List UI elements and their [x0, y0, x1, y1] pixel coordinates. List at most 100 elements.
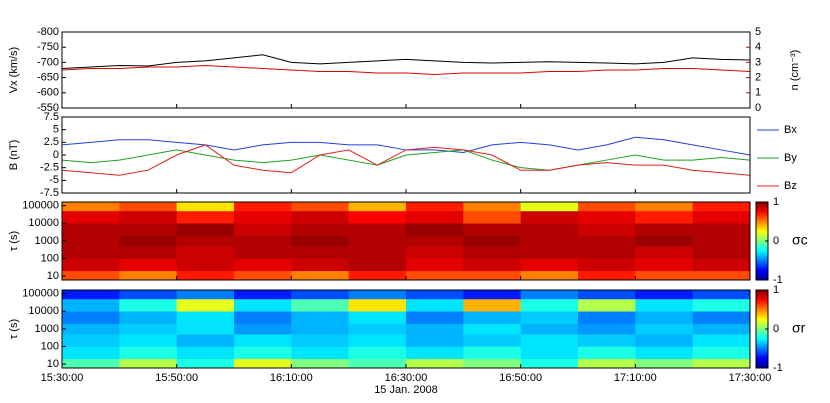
axes-frame [61, 31, 751, 109]
heat-cell [463, 334, 521, 347]
y2-tick-label: 3 [755, 56, 761, 68]
heat-cell [62, 311, 120, 324]
y-tick-label: -2.5 [40, 162, 59, 174]
heat-cell [176, 258, 235, 272]
series-line [61, 144, 751, 176]
heat-cell [692, 210, 751, 224]
heat-cell [234, 290, 292, 300]
heat-cell [291, 358, 349, 369]
x-tick-label: 16:10:00 [270, 372, 313, 384]
heat-cell [234, 235, 292, 247]
y-label: τ (s) [8, 231, 20, 251]
heat-cell [635, 258, 693, 272]
heat-cell [406, 346, 464, 360]
y-label: B (nT) [8, 140, 20, 171]
heat-cell [520, 270, 579, 281]
x-tick-label: 16:50:00 [499, 372, 542, 384]
colorbar-tick-label: 0 [773, 323, 779, 335]
heat-cell [348, 358, 407, 369]
heat-cell [234, 311, 292, 324]
y-tick-label: -750 [37, 41, 59, 53]
heat-cell [520, 258, 579, 272]
heat-cell [406, 358, 464, 369]
heat-cell [176, 346, 235, 360]
heat-cell [291, 202, 349, 212]
heat-cell [406, 334, 464, 347]
heat-cell [119, 258, 177, 272]
y-tick-label: -650 [37, 72, 59, 84]
y-tick-label: 100000 [22, 288, 59, 300]
heat-cell [62, 346, 120, 360]
heat-cell [348, 223, 407, 236]
heat-cell [520, 298, 579, 312]
heat-cell [176, 323, 235, 335]
heat-cell [176, 290, 235, 300]
heat-cell [635, 290, 693, 300]
heat-cell [463, 210, 521, 224]
heat-cell [463, 246, 521, 259]
heat-cell [692, 323, 751, 335]
heat-cell [578, 235, 636, 247]
heat-cell [119, 346, 177, 360]
heat-cell [119, 298, 177, 312]
heat-cell [578, 358, 636, 369]
heat-cell [578, 346, 636, 360]
heat-cell [119, 334, 177, 347]
heat-cell [176, 235, 235, 247]
heat-cell [234, 258, 292, 272]
heat-cell [119, 235, 177, 247]
heat-cell [176, 202, 235, 212]
heat-cell [119, 323, 177, 335]
heat-cell [578, 223, 636, 236]
heat-cell [692, 298, 751, 312]
heat-cell [406, 323, 464, 335]
legend-label: Bz [784, 180, 797, 192]
heat-cell [348, 311, 407, 324]
heat-cell [176, 311, 235, 324]
heat-cell [520, 235, 579, 247]
legend-label: By [784, 152, 797, 164]
heat-cell [520, 223, 579, 236]
heat-cell [578, 290, 636, 300]
colorbar-tick-label: -1 [773, 362, 783, 374]
heat-cell [348, 202, 407, 212]
series-line [61, 149, 751, 171]
heat-cell [578, 323, 636, 335]
heat-cell [578, 298, 636, 312]
heat-cell [406, 270, 464, 281]
heat-cell [578, 202, 636, 212]
heat-cell [463, 270, 521, 281]
heat-cell [406, 298, 464, 312]
heat-cell [62, 358, 120, 369]
heat-cell [406, 202, 464, 212]
y2-tick-label: 1 [755, 87, 761, 99]
heat-cell [406, 235, 464, 247]
y-tick-label: 10 [47, 358, 59, 370]
heat-cell [520, 323, 579, 335]
heat-cell [234, 246, 292, 259]
y2-tick-label: 5 [755, 26, 761, 38]
y-tick-label: 0 [53, 149, 59, 161]
heat-cell [291, 235, 349, 247]
heat-cell [62, 290, 120, 300]
heat-cell [406, 290, 464, 300]
series-line [61, 54, 751, 69]
heat-cell [291, 258, 349, 272]
colorbar-tick-label: 1 [773, 284, 779, 296]
heat-cell [635, 311, 693, 324]
heat-cell [635, 298, 693, 312]
colorbar-label: σr [792, 320, 806, 336]
heat-cell [692, 270, 751, 281]
heat-cell [406, 311, 464, 324]
heat-cell [348, 323, 407, 335]
heat-cell [406, 258, 464, 272]
heat-cell [291, 223, 349, 236]
heat-cell [62, 223, 120, 236]
heat-cell [234, 346, 292, 360]
heat-cell [692, 258, 751, 272]
heat-cell [291, 210, 349, 224]
heat-cell [578, 258, 636, 272]
heat-cell [463, 346, 521, 360]
heat-cell [692, 311, 751, 324]
y-tick-label: 2.5 [44, 136, 59, 148]
